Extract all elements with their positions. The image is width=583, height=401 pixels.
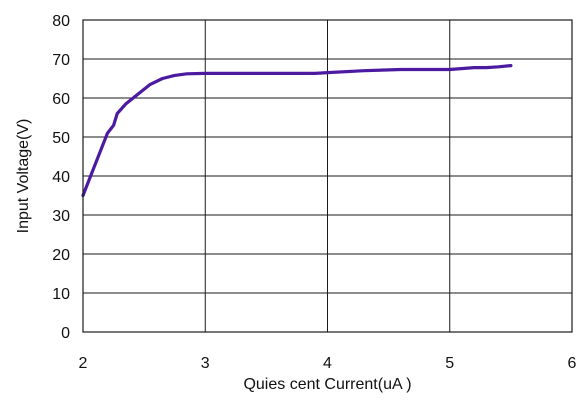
x-axis-title: Quies cent Current(uA ): [243, 376, 411, 393]
plot-frame: [82, 19, 573, 333]
series-line-0: [81, 63, 513, 198]
y-axis-title: Input Voltage(V): [15, 119, 32, 234]
y-tick-label: 40: [52, 169, 70, 186]
y-tick-label: 80: [52, 13, 70, 30]
x-tick-label: 4: [323, 355, 332, 372]
x-tick-label: 6: [568, 355, 577, 372]
y-tick-label: 10: [52, 286, 70, 303]
y-tick-label: 60: [52, 91, 70, 108]
y-tick-label: 30: [52, 208, 70, 225]
x-tick-label: 2: [79, 355, 88, 372]
grid-layer: [83, 20, 572, 332]
y-tick-label: 20: [52, 247, 70, 264]
y-tick-label: 70: [52, 52, 70, 69]
y-tick-label: 0: [61, 325, 70, 342]
y-tick-label: 50: [52, 130, 70, 147]
x-tick-label: 3: [201, 355, 210, 372]
x-tick-label: 5: [445, 355, 454, 372]
series-layer: [81, 63, 513, 198]
